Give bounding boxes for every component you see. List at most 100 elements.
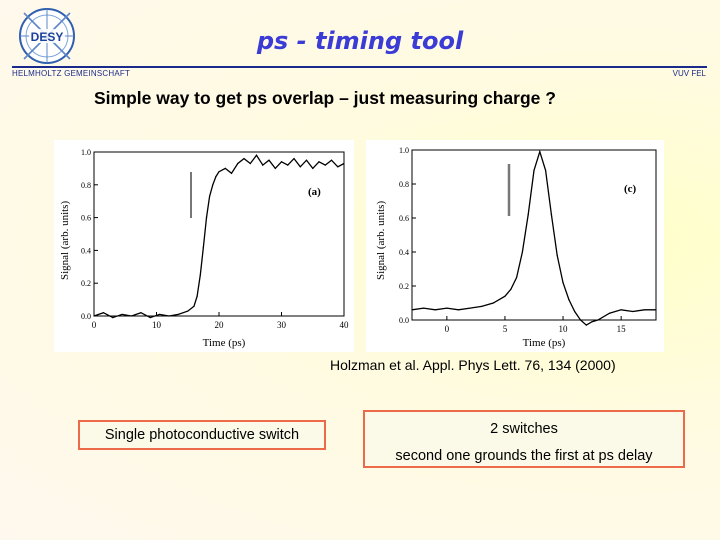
plot-a-xtick-label: 20 (215, 320, 225, 330)
plot-a-data-point (196, 295, 198, 297)
two-switches-title: 2 switches (490, 421, 558, 437)
plot-a-xtick-label: 40 (340, 320, 350, 330)
plot-a-data-point (299, 166, 301, 168)
plot-a-ytick-label: 0.0 (81, 312, 91, 321)
plot-a-data-point (199, 274, 201, 276)
plot-a-data-point (215, 176, 217, 178)
plot-c-data-point (539, 151, 541, 153)
plot-a-data-point (262, 164, 264, 166)
plot-c-xtick-label: 10 (559, 324, 569, 334)
plot-c-xtick-label: 15 (617, 324, 627, 334)
plot-a-ytick-label: 0.2 (81, 279, 91, 288)
plot-c-data-point (521, 251, 523, 253)
plot-c-ytick-label: 0.4 (399, 248, 409, 257)
plot-c-data-point (568, 299, 570, 301)
plot-a-xtick-label: 10 (152, 320, 162, 330)
plot-a-ytick-label: 0.8 (81, 181, 91, 190)
plot-a-data-point (324, 164, 326, 166)
plot-a-data-point (237, 162, 239, 165)
plot-c-data-point (469, 307, 471, 309)
plot-a-ytick-label: 1.0 (81, 148, 91, 157)
plot-a-data-point (102, 312, 104, 314)
plot-a-data-point (140, 312, 142, 314)
plot-c-data-point (504, 295, 506, 297)
plot-a-data-point (159, 313, 161, 315)
page-title: ps - timing tool (256, 27, 464, 55)
plot-a-data-point (243, 157, 245, 160)
plot-a-ytick-label: 0.6 (81, 214, 91, 223)
plot-a-frame (93, 151, 345, 317)
plot-c-data-point (515, 276, 518, 279)
plot-c-data-point (597, 319, 599, 321)
two-switches-description: second one grounds the first at ps delay (395, 448, 653, 464)
plot-c-data-point (527, 214, 529, 216)
plot-a-data-point (230, 172, 233, 174)
plot-c-data-point (562, 282, 564, 284)
plot-a-data-point (121, 313, 123, 315)
plot-c-data-point (608, 312, 611, 314)
plot-a-data-point (149, 317, 151, 319)
plot-a-data-point (212, 184, 214, 186)
plot-c-ylabel: Signal (arb. units) (375, 201, 387, 280)
plot-a-panel-label: (a) (308, 186, 321, 198)
plot-c-data-point (620, 309, 622, 311)
plot-c-xtick-label: 0 (445, 324, 450, 334)
plot-c-frame (411, 149, 657, 321)
desy-logo: DESY (19, 8, 75, 64)
plot-a-xtick-label: 0 (92, 320, 97, 330)
organization-label: HELMHOLTZ GEMEINSCHAFT (12, 69, 131, 78)
plot-a-ylabel: Signal (arb. units) (59, 201, 71, 280)
plot-a-data-point (312, 167, 314, 169)
plot-a-data-point (93, 315, 95, 317)
plot-c-data-point (533, 169, 535, 171)
plot-a-data-point (330, 159, 333, 161)
plot-a-data-point (224, 167, 226, 169)
plot-c-data-point (481, 305, 483, 307)
plot-a-data-point (205, 217, 208, 219)
header-divider (12, 66, 707, 68)
plot-a-data-point (337, 166, 339, 168)
plot-a-data-point (218, 171, 220, 173)
plot-c-series-line (411, 149, 656, 326)
plot-a-data-point (343, 162, 345, 165)
two-switches-box: 2 switches second one grounds the first … (363, 410, 685, 468)
plot-c-ytick-label: 0.6 (399, 214, 409, 223)
plot-a-data-point (293, 157, 295, 160)
single-switch-label: Single photoconductive switch (104, 427, 300, 443)
plot-a-data-point (318, 161, 320, 163)
plot-a-svg: Signal (arb. units) Time (ps) (a) 0 10 20 3… (59, 148, 350, 349)
plot-c-data-point (411, 309, 413, 311)
plot-c-data-point (632, 310, 634, 313)
plot-c-data-point (492, 302, 494, 304)
plot-c-ytick-label: 0.8 (399, 180, 409, 189)
plot-a-data-point (249, 162, 251, 165)
plot-a-data-point (130, 315, 133, 317)
plot-c-data-point (579, 319, 582, 321)
plot-c-xtick-label: 5 (503, 324, 508, 334)
plot-c-data-point (510, 288, 512, 290)
plot-a-data-point (209, 195, 211, 197)
plot-a-ytick-label: 0.4 (81, 246, 91, 255)
plot-a-data-point (193, 305, 195, 307)
plot-c-svg: Signal (arb. units) Time (ps) (c) 0 5 10 15… (375, 146, 657, 349)
plot-a-xtick-label: 30 (277, 320, 287, 330)
plot-c-data-point (550, 214, 553, 216)
plot-a-data-point (187, 310, 189, 312)
plot-c-ytick-label: 1.0 (399, 146, 409, 155)
plot-a-data-point (280, 161, 283, 163)
plot-a-data-point (305, 159, 308, 161)
plot-c-data-point (446, 307, 448, 309)
plot-c-data-point (423, 307, 425, 309)
plot-two-switches: Signal (arb. units) Time (ps) (c) 0 5 10 15… (366, 140, 664, 352)
plot-a-series-line (93, 154, 345, 319)
plot-c-data-point (556, 254, 558, 256)
plot-c-ytick-label: 0.0 (399, 316, 409, 325)
single-switch-box: Single photoconductive switch (78, 420, 326, 450)
plot-c-xlabel: Time (ps) (523, 337, 566, 349)
plot-a-data-point (112, 317, 114, 319)
plot-c-data-point (545, 169, 547, 171)
plot-a-data-point (274, 167, 276, 169)
plot-c-data-point (434, 309, 436, 311)
plot-c-data-point (457, 309, 460, 311)
plot-c-ytick-label: 0.2 (399, 282, 409, 291)
